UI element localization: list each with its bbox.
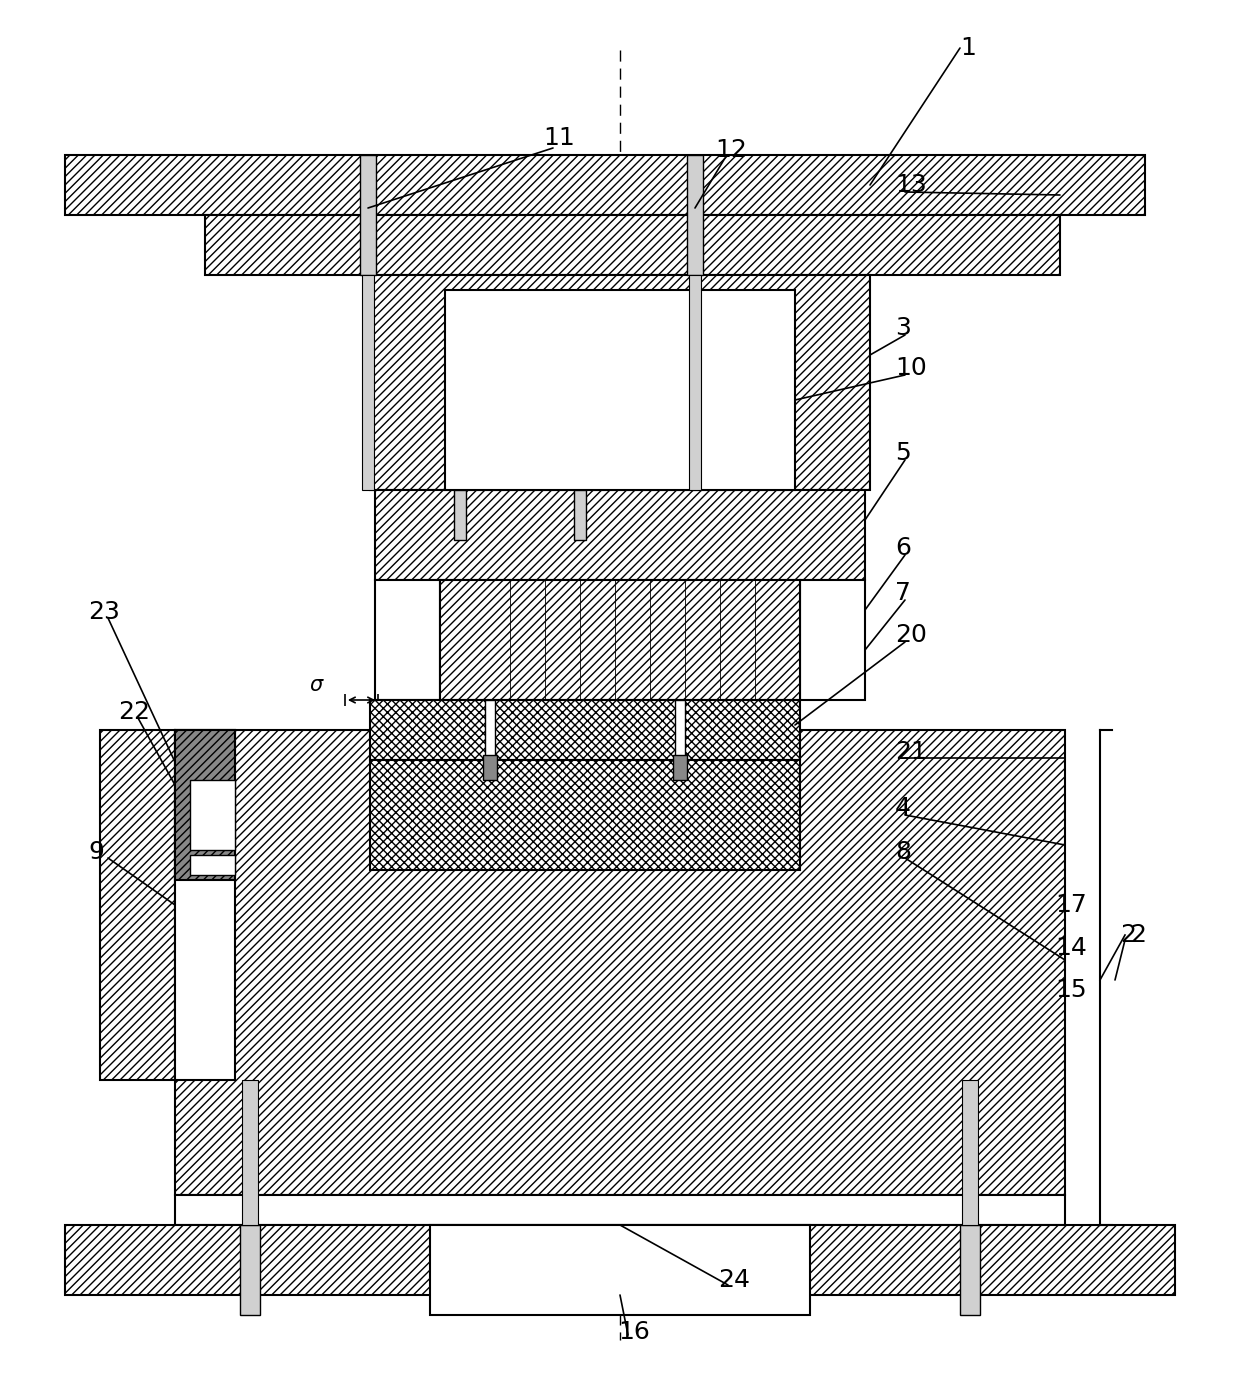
Text: 9: 9 <box>88 839 104 864</box>
Text: 7: 7 <box>895 580 911 605</box>
Text: 16: 16 <box>618 1320 650 1343</box>
Bar <box>362 276 374 490</box>
Text: 6: 6 <box>895 536 911 560</box>
Text: 12: 12 <box>715 138 746 162</box>
Bar <box>440 580 800 699</box>
Bar <box>485 699 495 760</box>
Bar <box>190 855 236 875</box>
Text: 13: 13 <box>895 173 926 197</box>
Bar <box>374 490 866 580</box>
Bar <box>445 289 795 490</box>
Bar <box>454 490 466 540</box>
Text: 11: 11 <box>543 126 575 150</box>
Bar <box>175 730 1065 1195</box>
Bar <box>175 730 236 879</box>
Bar <box>574 490 587 540</box>
Text: 8: 8 <box>895 839 911 864</box>
Bar <box>675 699 684 760</box>
Text: 15: 15 <box>1055 978 1086 1001</box>
Bar <box>100 730 175 1080</box>
Bar <box>241 1224 260 1314</box>
Text: 21: 21 <box>895 740 926 765</box>
Bar <box>370 760 800 870</box>
Bar <box>960 1224 980 1314</box>
Bar <box>484 755 497 780</box>
Bar <box>370 699 800 760</box>
Text: 14: 14 <box>1055 936 1087 960</box>
Bar <box>205 215 1060 276</box>
Bar <box>689 276 701 490</box>
Text: 2: 2 <box>1120 922 1136 947</box>
Bar <box>430 1224 810 1314</box>
Text: 17: 17 <box>1055 893 1086 917</box>
Bar <box>64 1224 1176 1295</box>
Bar <box>360 155 376 276</box>
Bar <box>800 580 866 699</box>
Text: 4: 4 <box>895 796 911 820</box>
Text: 3: 3 <box>895 316 911 339</box>
Bar <box>175 1195 1065 1224</box>
Text: 1: 1 <box>960 36 976 60</box>
Text: 10: 10 <box>895 356 926 379</box>
Text: 23: 23 <box>88 600 120 625</box>
Bar <box>370 276 870 490</box>
Bar <box>190 780 236 850</box>
Text: 24: 24 <box>718 1269 750 1292</box>
Bar <box>962 1080 978 1224</box>
Text: 5: 5 <box>895 440 910 465</box>
Bar <box>242 1080 258 1224</box>
Text: 22: 22 <box>118 699 150 724</box>
Bar <box>175 730 236 1080</box>
Bar <box>374 580 440 699</box>
Text: 2: 2 <box>1130 922 1146 947</box>
Text: $\sigma$: $\sigma$ <box>309 674 325 695</box>
Bar <box>687 155 703 276</box>
Bar <box>673 755 687 780</box>
Bar <box>64 155 1145 215</box>
Text: 20: 20 <box>895 623 926 647</box>
